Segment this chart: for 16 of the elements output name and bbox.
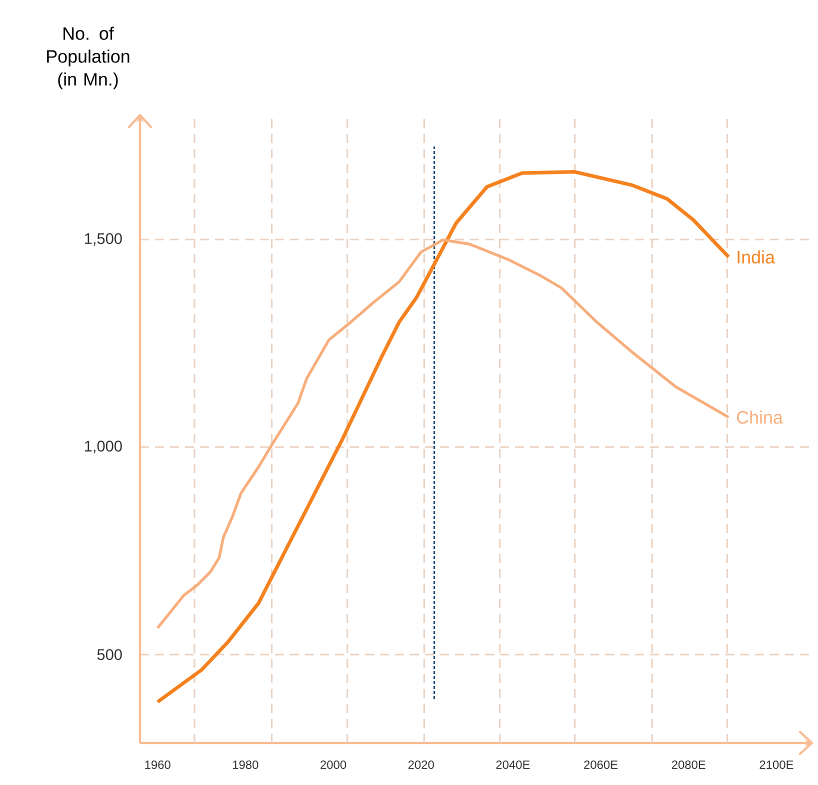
x-tick-label: 1980 bbox=[233, 760, 258, 769]
y-tick-label: 1,500 bbox=[85, 233, 122, 246]
x-tick-label: 2080E bbox=[672, 760, 706, 769]
y-axis-title: No. of Population (in Mn.) bbox=[47, 26, 130, 90]
y-tick-label: 1,000 bbox=[85, 440, 122, 454]
x-tick-label: 2000 bbox=[320, 760, 346, 769]
line-series bbox=[156, 238, 730, 630]
line-series bbox=[156, 170, 730, 704]
x-tick-label: 1960 bbox=[145, 760, 170, 769]
y-tick-label: 500 bbox=[97, 649, 122, 660]
x-tick-label: 2040E bbox=[496, 760, 530, 769]
series-label: China bbox=[736, 410, 783, 424]
x-tick-label: 2060E bbox=[584, 760, 618, 769]
x-tick-label: 2020 bbox=[408, 760, 434, 769]
series-label: India bbox=[738, 250, 775, 264]
x-tick-label: 2100E bbox=[760, 760, 794, 769]
